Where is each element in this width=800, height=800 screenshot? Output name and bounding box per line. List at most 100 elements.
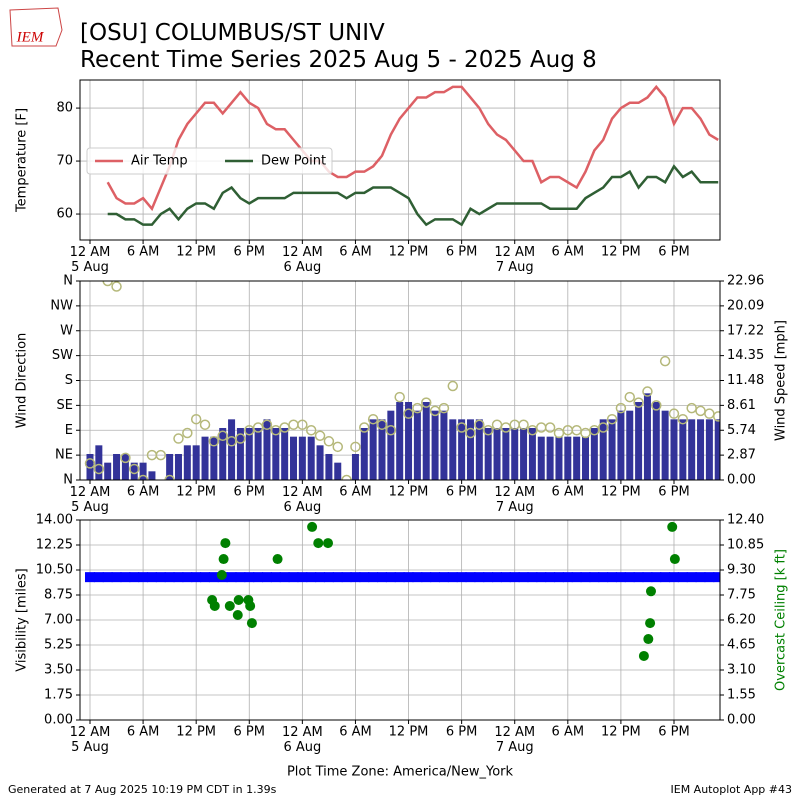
point [430, 572, 441, 583]
point [704, 572, 715, 583]
point [438, 572, 449, 583]
bar [714, 419, 720, 480]
point [199, 419, 211, 430]
bar [431, 410, 439, 480]
bar [573, 436, 581, 480]
bar [254, 427, 262, 480]
point [651, 400, 662, 411]
point [615, 402, 627, 414]
point [164, 474, 175, 480]
bar [130, 462, 138, 480]
point [677, 572, 688, 583]
point [261, 572, 272, 583]
y-tick-label: 80 [56, 101, 73, 116]
bar [546, 436, 554, 480]
bar [201, 436, 209, 480]
point [314, 430, 326, 442]
x-axis-label: Plot Time Zone: America/New_York [287, 765, 514, 780]
bar [281, 427, 289, 480]
point [500, 572, 511, 583]
x-tick-label: 12 AM 7 Aug [494, 485, 535, 515]
subtitle: Recent Time Series 2025 Aug 5 - 2025 Aug… [80, 47, 597, 73]
point [624, 391, 635, 403]
point [350, 572, 361, 583]
point [208, 572, 219, 583]
point [164, 572, 175, 583]
point [173, 572, 184, 583]
point [509, 572, 520, 583]
point [200, 572, 211, 583]
point [182, 427, 193, 439]
point [659, 355, 671, 367]
x-tick-label: 12 AM 5 Aug [70, 485, 111, 515]
point [307, 521, 318, 532]
y-tick-label: SW [52, 348, 73, 363]
bar [449, 419, 457, 480]
x-tick-label: 12 AM 6 Aug [282, 245, 323, 275]
bar [192, 445, 200, 480]
point [421, 572, 432, 583]
point [261, 419, 273, 430]
point [332, 572, 343, 583]
point [376, 572, 387, 583]
title: [OSU] COLUMBUS/ST UNIV [80, 20, 385, 46]
point [660, 572, 671, 583]
bar [95, 445, 103, 480]
point [209, 600, 220, 611]
y2-tick-label: 17.22 [727, 323, 764, 338]
bar [378, 419, 386, 480]
point [492, 572, 503, 583]
bar [307, 436, 315, 480]
point [235, 433, 246, 444]
point [553, 572, 564, 583]
point [245, 600, 256, 611]
bar [670, 419, 678, 480]
x-tick-label: 6 AM [552, 245, 585, 260]
bar [564, 436, 572, 480]
bar [245, 427, 253, 480]
y-tick-label: 8.75 [44, 588, 73, 603]
x-tick-label: 12 PM [389, 245, 429, 260]
point [129, 572, 140, 583]
x-tick-label: 6 AM [552, 485, 585, 500]
point [642, 386, 653, 397]
y2-tick-label: 12.40 [727, 513, 764, 528]
x-tick-label: 6 AM [339, 485, 372, 500]
x-tick-label: 12 AM 6 Aug [282, 725, 323, 755]
bar [422, 401, 430, 480]
bar [174, 453, 182, 480]
point [272, 554, 283, 565]
bar [537, 436, 545, 480]
y2-tick-label: 11.48 [727, 373, 764, 388]
x-tick-label: 12 PM [601, 485, 641, 500]
bar [688, 419, 696, 480]
point [341, 474, 352, 480]
logo: IEM [9, 7, 63, 47]
legend: Air Temp Dew Point [86, 147, 333, 175]
point [216, 570, 227, 580]
point [226, 572, 237, 583]
x-tick-label: 12 AM 7 Aug [494, 245, 535, 275]
bar [484, 427, 492, 480]
point [84, 458, 96, 469]
y2-tick-label: 2.87 [727, 448, 756, 463]
y2-tick-label: 5.74 [727, 423, 756, 438]
panel: 12 AM 5 Aug 6 AM 12 PM 6 PM 12 AM 6 Aug 6 AM 12 … [15, 274, 789, 515]
point [394, 391, 405, 403]
x-tick-label: 6 AM [552, 725, 585, 740]
point [111, 281, 122, 292]
bar [139, 462, 147, 480]
point [669, 554, 680, 565]
point [668, 572, 679, 583]
point [128, 463, 140, 475]
y-tick-label: NE [55, 448, 73, 463]
bar [272, 427, 280, 480]
point [315, 572, 326, 583]
point [323, 538, 334, 549]
bar [466, 419, 474, 480]
y-axis-label: Visibility [miles] [15, 568, 30, 671]
x-tick-label: 12 AM 6 Aug [282, 485, 323, 515]
bar [555, 436, 563, 480]
x-tick-label: 6 PM [658, 245, 689, 260]
bar [396, 401, 404, 480]
